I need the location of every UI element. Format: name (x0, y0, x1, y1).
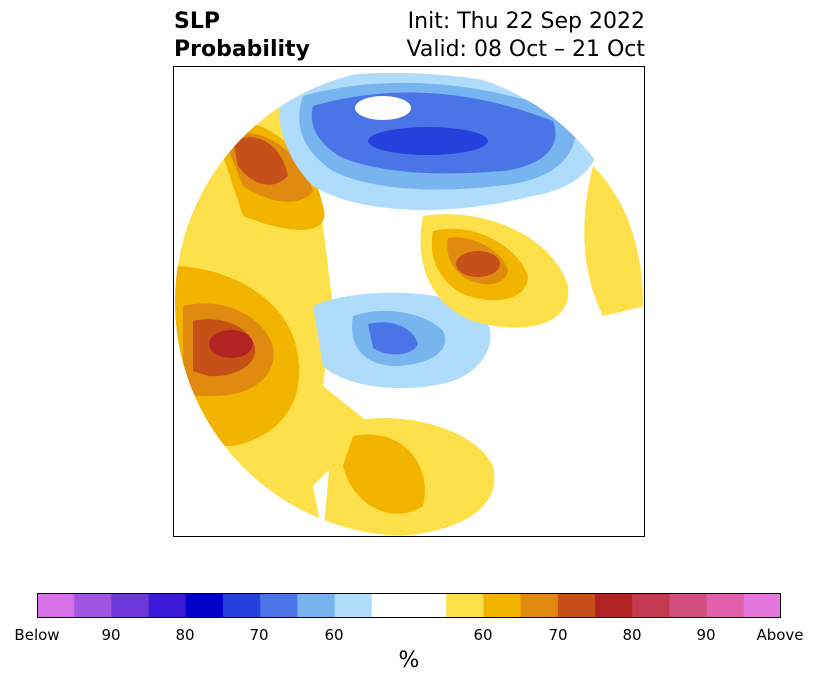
colorbar-swatch (520, 593, 559, 618)
colorbar-swatch (37, 593, 75, 618)
date-info: Init: Thu 22 Sep 2022 Valid: 08 Oct – 21… (407, 8, 645, 64)
colorbar-tick-label: 60 (473, 626, 493, 644)
colorbar-tick-label: 90 (101, 626, 121, 644)
title-line-1: SLP (174, 9, 220, 34)
colorbar-swatch (74, 593, 112, 618)
colorbar-swatch (371, 593, 410, 618)
colorbar-swatch (595, 593, 633, 618)
colorbar-tick-label: 60 (324, 626, 344, 644)
siberia-low-core (368, 127, 488, 155)
colorbar-tick-label: Below (14, 626, 60, 644)
colorbar-swatch (334, 593, 373, 618)
title-line-2: Probability (174, 37, 310, 62)
colorbar-swatch (632, 593, 670, 618)
colorbar-tick-label: 80 (175, 626, 195, 644)
colorbar-swatch (111, 593, 150, 618)
valid-range: Valid: 08 Oct – 21 Oct (406, 37, 645, 62)
colorbar-swatch (743, 593, 782, 618)
europe-high-core (456, 251, 500, 277)
colorbar-tick-label: 80 (622, 626, 642, 644)
init-date: Init: Thu 22 Sep 2022 (407, 9, 645, 34)
colorbar-swatch (706, 593, 745, 618)
pacific-high-core (209, 330, 253, 358)
colorbar-swatch (223, 593, 261, 618)
colorbar-swatch (297, 593, 336, 618)
colorbar-tick-label: Above (756, 626, 804, 644)
colorbar-swatch (260, 593, 298, 618)
colorbar-swatch (148, 593, 187, 618)
colorbar-border (37, 593, 781, 618)
colorbar-swatch (557, 593, 596, 618)
colorbar-swatches (37, 593, 782, 618)
colorbar-swatch (483, 593, 522, 618)
colorbar-tick-label: 90 (696, 626, 716, 644)
map-title: SLP Probability (174, 8, 310, 64)
colorbar-tick-label: 70 (548, 626, 568, 644)
colorbar-unit: % (398, 648, 420, 673)
probability-map (173, 66, 645, 537)
colorbar (37, 593, 782, 618)
colorbar-swatch (409, 593, 447, 618)
colorbar-swatch (669, 593, 708, 618)
colorbar-tick-label: 70 (249, 626, 269, 644)
colorbar-swatch (446, 593, 484, 618)
colorbar-swatch (185, 593, 224, 618)
